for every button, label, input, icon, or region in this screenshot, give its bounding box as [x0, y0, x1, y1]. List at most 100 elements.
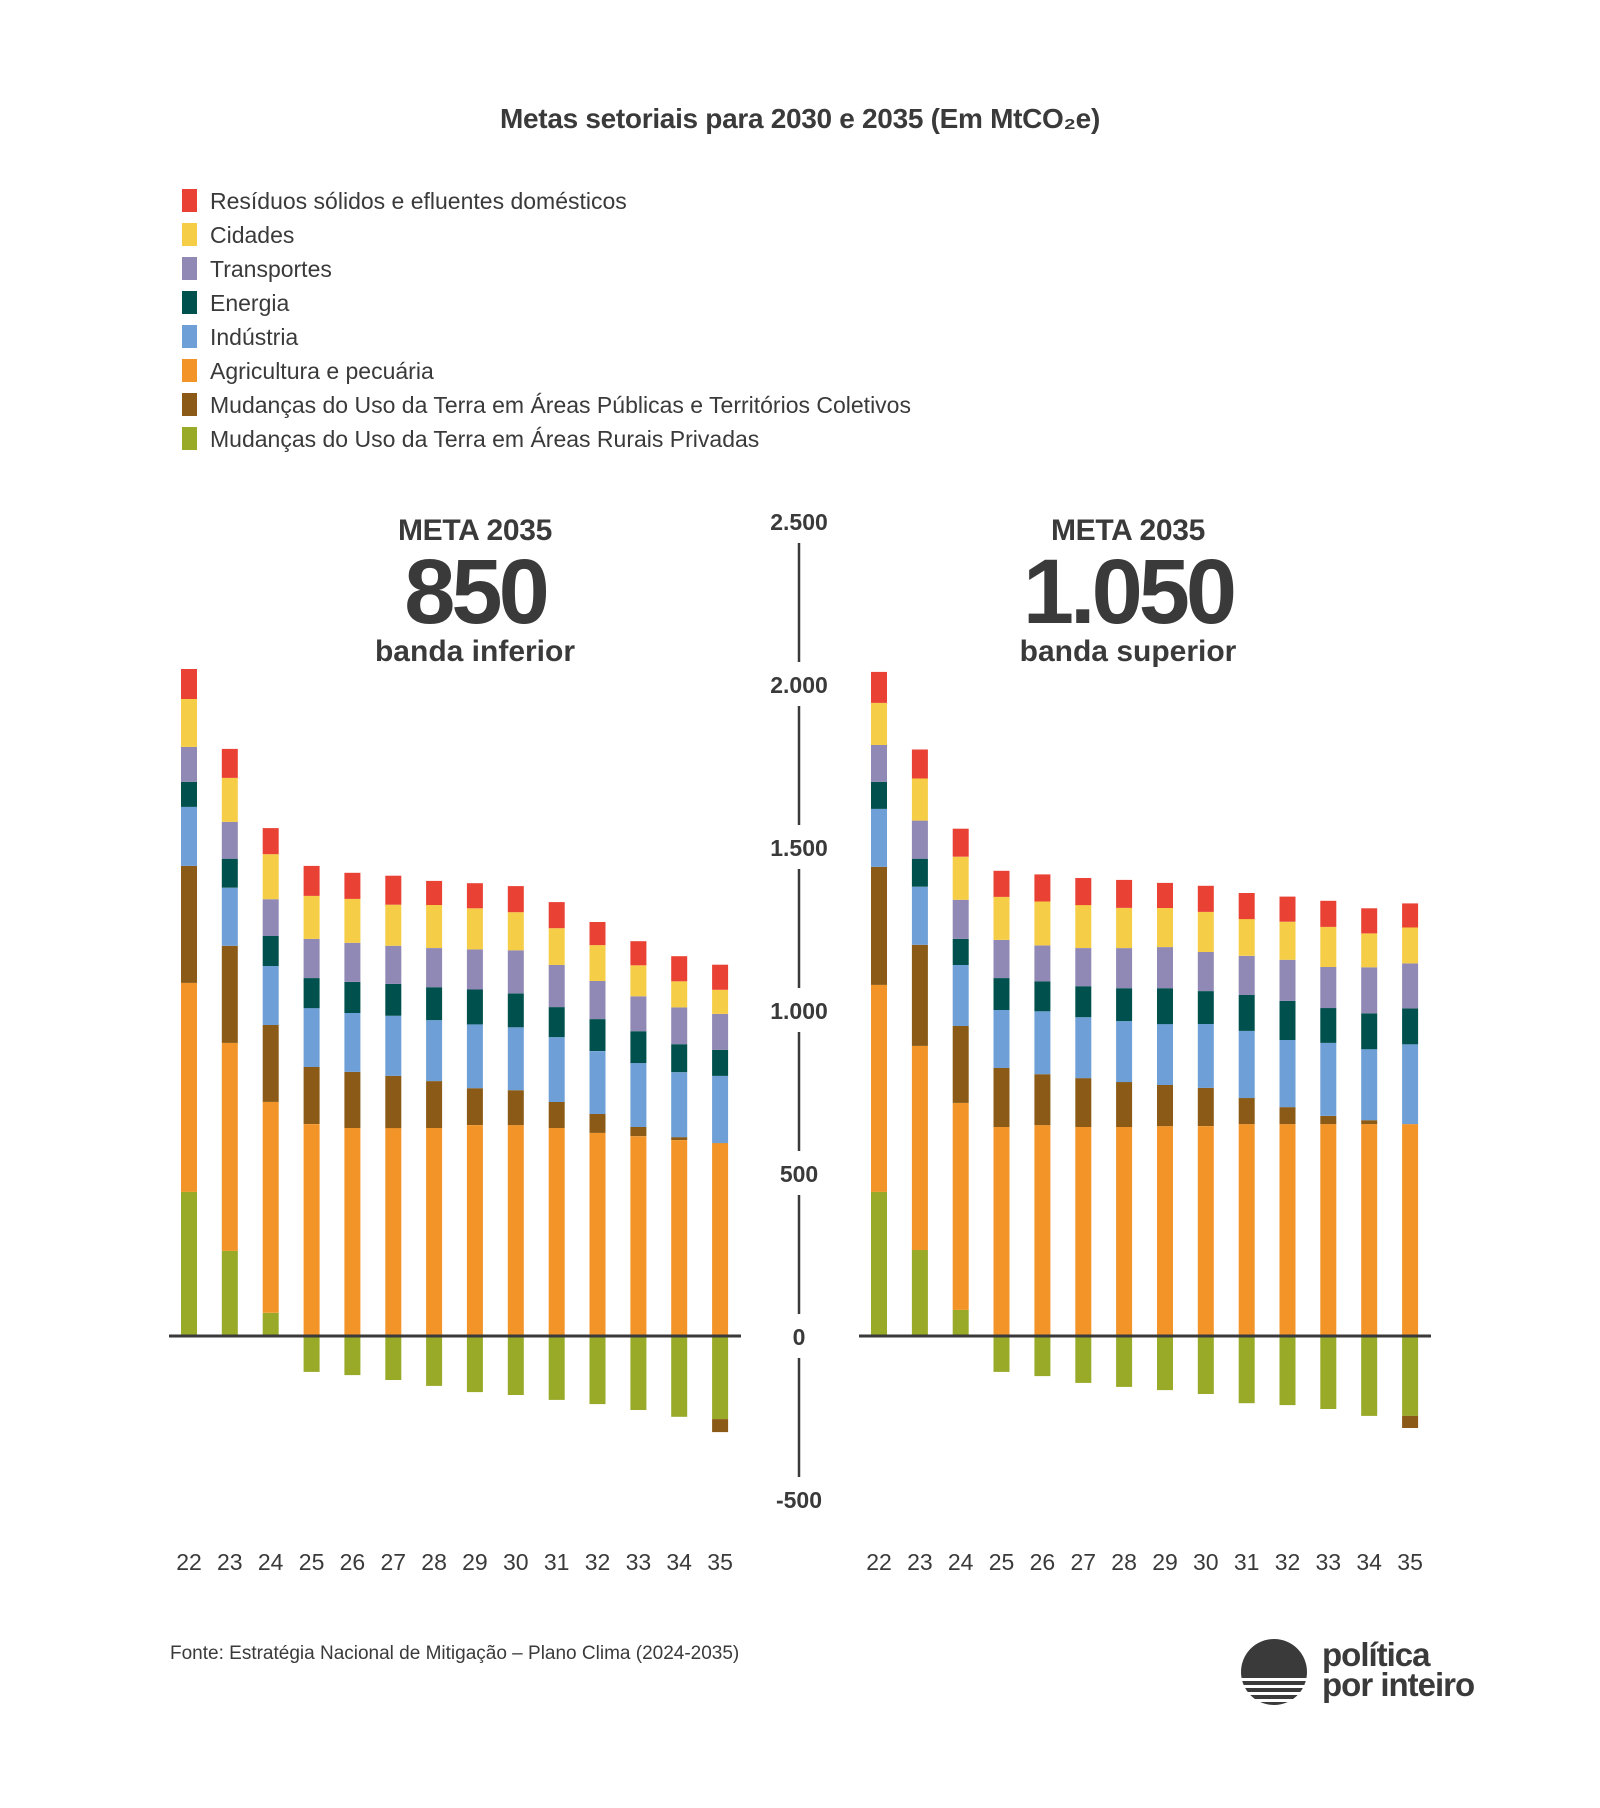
- bar-segment-residuos-25: [303, 865, 320, 896]
- bar-segment-cidades-31: [1238, 919, 1255, 956]
- x-tick-label: 34: [666, 1549, 692, 1575]
- x-tick-label: 23: [217, 1549, 243, 1575]
- bar-segment-agricultura-33: [1320, 1124, 1337, 1336]
- bar-segment-uso_terra_publicas-32: [589, 1114, 606, 1133]
- bar-segment-residuos-26: [344, 872, 361, 899]
- bar-segment-residuos-34: [671, 956, 688, 982]
- bar-segment-cidades-35: [712, 989, 729, 1014]
- bar-segment-transportes-26: [344, 942, 361, 982]
- bar-segment-residuos-34: [1361, 908, 1378, 934]
- bar-segment-uso_terra_publicas-31: [1238, 1098, 1255, 1125]
- bar-segment-cidades-28: [1116, 908, 1133, 949]
- bar-segment-agricultura-32: [1279, 1124, 1296, 1336]
- bar-segment-uso_terra_publicas-25: [303, 1067, 320, 1124]
- bar-segment-energia-27: [385, 983, 402, 1016]
- bar-segment-transportes-22: [181, 746, 197, 782]
- bar-segment-agricultura-35: [1402, 1124, 1419, 1336]
- bar-segment-energia-30: [507, 993, 524, 1028]
- x-tick-label: 32: [585, 1549, 611, 1575]
- legend-swatch: [182, 427, 197, 450]
- bar-segment-cidades-30: [1197, 911, 1214, 952]
- bar-segment-uso_terra_rurais-30: [1197, 1336, 1214, 1394]
- bar-segment-uso_terra_rurais-33: [630, 1336, 647, 1410]
- bar-segment-residuos-31: [548, 902, 565, 929]
- bar-segment-energia-29: [466, 989, 483, 1025]
- panel-header-upper: META 2035 1.050 banda superior: [928, 514, 1328, 670]
- x-tick-label: 29: [462, 1549, 488, 1575]
- bar-segment-energia-28: [1116, 988, 1133, 1022]
- source-note: Fonte: Estratégia Nacional de Mitigação …: [170, 1643, 740, 1664]
- bar-segment-residuos-31: [1238, 893, 1255, 920]
- legend-swatch: [182, 257, 197, 280]
- x-tick-label: 35: [1397, 1549, 1423, 1575]
- bar-segment-transportes-25: [303, 938, 320, 978]
- x-tick-label: 32: [1275, 1549, 1301, 1575]
- bar-segment-uso_terra_rurais-31: [1238, 1336, 1255, 1404]
- y-tick-label: 1.500: [770, 835, 828, 861]
- bar-segment-industria-27: [1075, 1017, 1092, 1079]
- bar-segment-transportes-30: [507, 950, 524, 994]
- brand-wordmark: política por inteiro: [1322, 1636, 1475, 1701]
- bar-segment-transportes-29: [1157, 947, 1173, 989]
- bar-segment-residuos-25: [993, 870, 1010, 897]
- bar-segment-residuos-35: [1402, 903, 1419, 928]
- bar-segment-cidades-28: [426, 905, 443, 948]
- y-tick-label: -500: [776, 1487, 822, 1513]
- x-tick-label: 35: [707, 1549, 733, 1575]
- bar-segment-industria-33: [630, 1063, 647, 1127]
- y-tick-label: 500: [780, 1161, 818, 1187]
- panel-target-value: 850: [404, 541, 550, 643]
- bar-segment-energia-34: [671, 1044, 688, 1073]
- bar-segment-agricultura-34: [671, 1140, 688, 1336]
- bar-segment-uso_terra_publicas-24: [262, 1025, 279, 1102]
- bar-segment-residuos-33: [630, 941, 647, 966]
- x-tick-label: 33: [1316, 1549, 1342, 1575]
- bar-segment-cidades-30: [507, 912, 524, 951]
- bar-segment-transportes-30: [1197, 952, 1214, 992]
- bar-segment-industria-26: [1034, 1011, 1051, 1075]
- bar-segment-uso_terra_rurais-32: [589, 1336, 606, 1405]
- chart-title: Metas setoriais para 2030 e 2035 (Em MtC…: [500, 103, 1100, 134]
- bar-segment-energia-24: [952, 938, 969, 965]
- x-tick-label: 25: [299, 1549, 325, 1575]
- bar-segment-uso_terra_rurais-22: [871, 1191, 887, 1336]
- bar-segment-residuos-32: [589, 922, 606, 946]
- x-tick-label: 24: [948, 1549, 974, 1575]
- bar-segment-uso_terra_publicas-27: [1075, 1078, 1092, 1127]
- bar-segment-cidades-23: [221, 777, 238, 822]
- bar-segment-uso_terra_rurais-28: [1116, 1336, 1133, 1387]
- x-tick-label: 31: [544, 1549, 570, 1575]
- bar-segment-industria-33: [1320, 1042, 1337, 1116]
- panel-header-lower: META 2035 850 banda inferior: [275, 514, 675, 670]
- sunset-logo-icon: [1241, 1639, 1307, 1705]
- bar-segment-transportes-28: [1116, 948, 1133, 989]
- bar-segment-transportes-31: [1238, 955, 1255, 995]
- bar-segment-energia-35: [1402, 1008, 1419, 1045]
- legend-swatch: [182, 291, 197, 314]
- bar-segment-uso_terra_publicas-28: [426, 1081, 443, 1128]
- bar-segment-uso_terra_publicas-23: [911, 944, 928, 1046]
- bar-segment-uso_terra_rurais-35: [712, 1336, 729, 1420]
- bar-segment-uso_terra_rurais-31: [548, 1336, 565, 1400]
- bar-segment-transportes-32: [1279, 959, 1296, 1001]
- brand-line-1: política: [1322, 1636, 1431, 1673]
- bar-segment-residuos-22: [181, 669, 197, 699]
- bar-segment-uso_terra_publicas-26: [1034, 1074, 1051, 1126]
- bar-segment-cidades-33: [630, 965, 647, 997]
- panel-band-label: banda inferior: [374, 635, 576, 668]
- bar-segment-energia-32: [589, 1019, 606, 1051]
- bar-segment-agricultura-32: [589, 1132, 606, 1336]
- bar-segment-cidades-34: [1361, 933, 1378, 968]
- bar-segment-uso_terra_rurais-25: [303, 1336, 320, 1372]
- bar-segment-cidades-25: [303, 895, 320, 939]
- bar-segment-industria-34: [1361, 1049, 1378, 1121]
- legend-label: Agricultura e pecuária: [210, 358, 434, 384]
- legend-label: Cidades: [210, 222, 295, 248]
- bar-segment-industria-28: [1116, 1021, 1133, 1083]
- bar-segment-transportes-29: [466, 949, 483, 990]
- bar-segment-uso_terra_publicas-28: [1116, 1082, 1133, 1127]
- bar-segment-agricultura-25: [993, 1127, 1010, 1336]
- bar-segment-transportes-23: [911, 820, 928, 859]
- bar-segment-uso_terra_publicas-35: [712, 1419, 729, 1433]
